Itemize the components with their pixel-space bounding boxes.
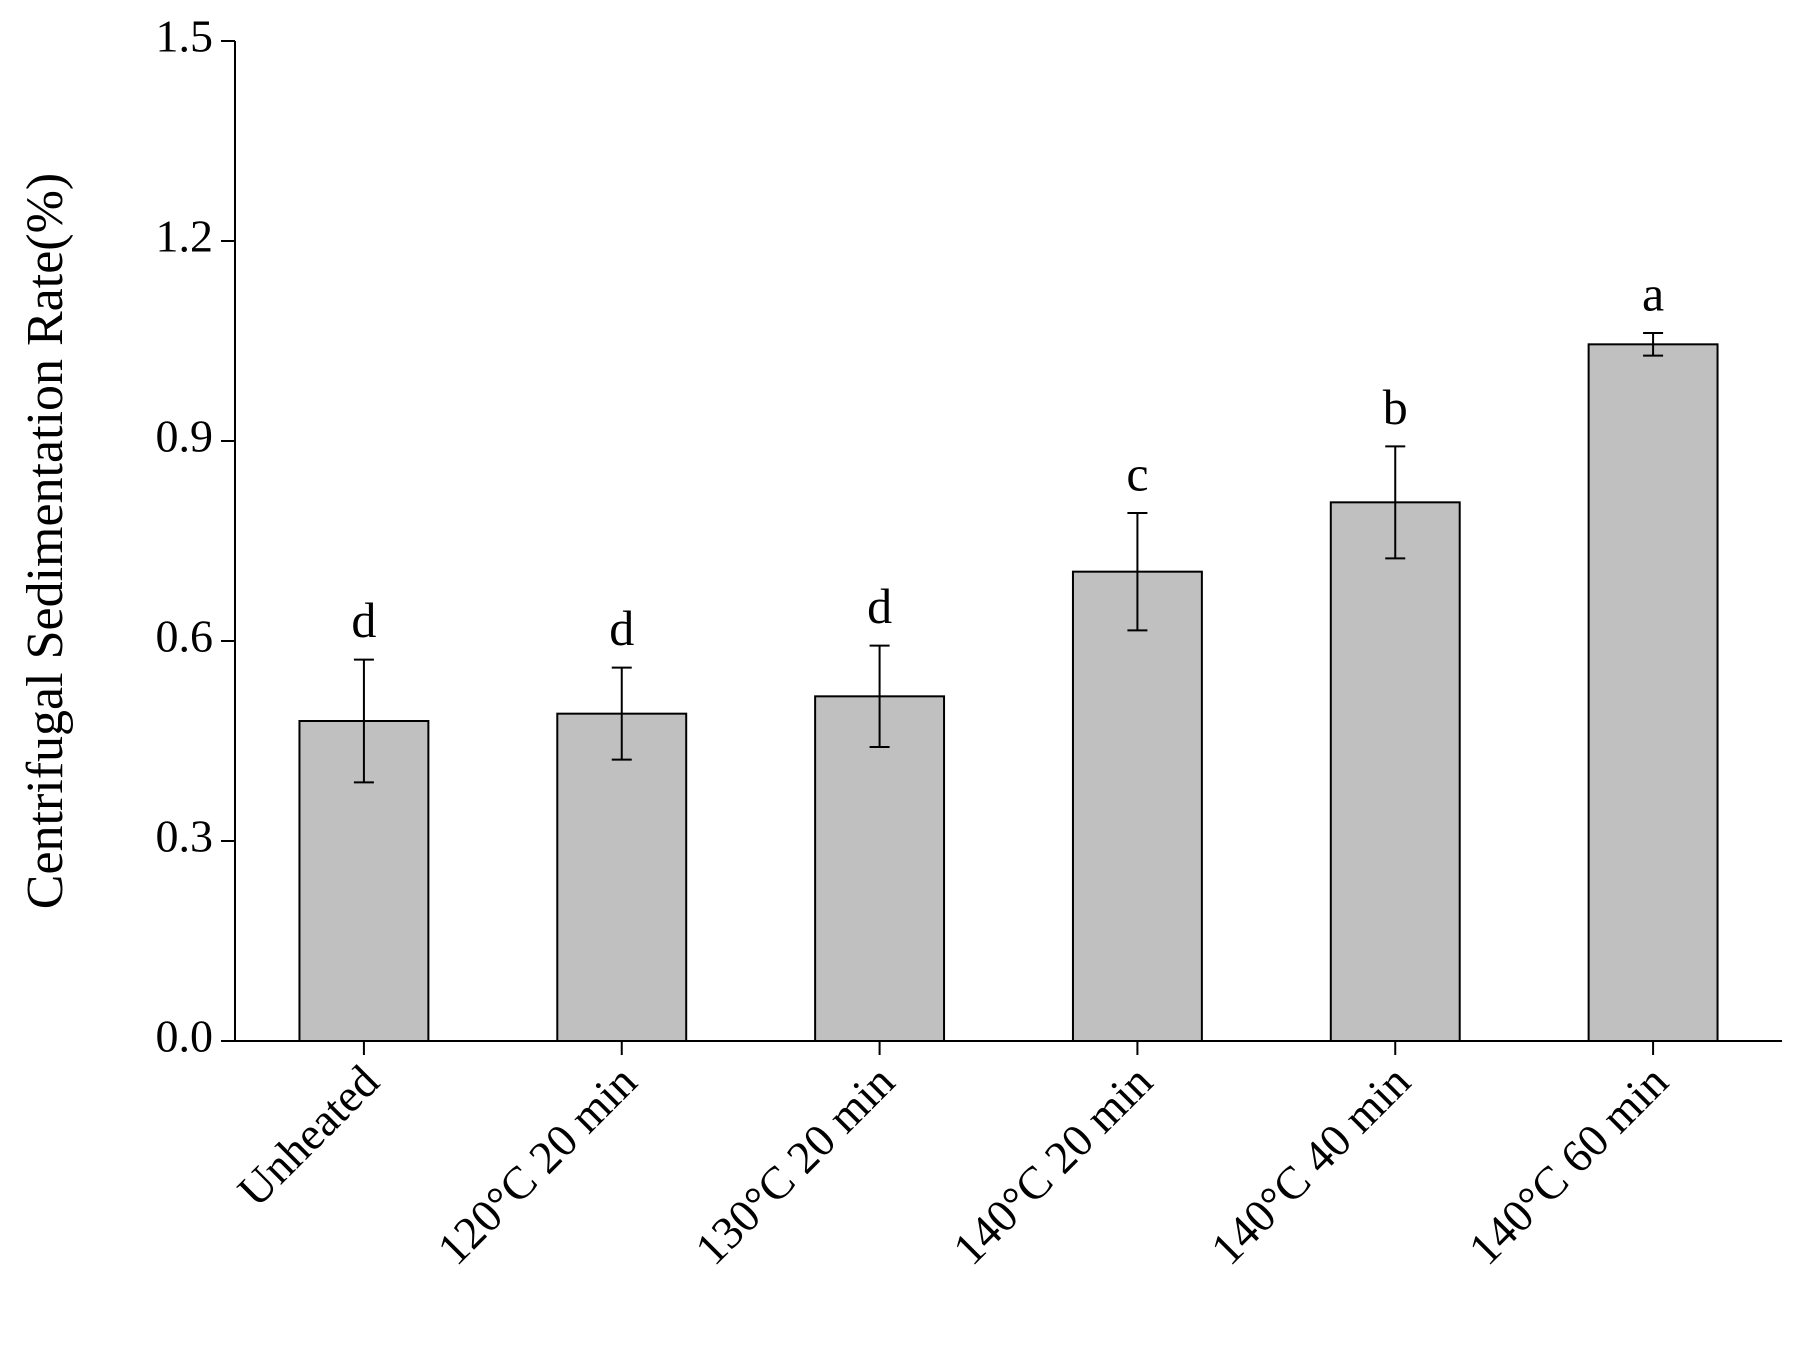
y-tick-label: 0.0 bbox=[156, 1011, 214, 1062]
significance-letter: a bbox=[1642, 265, 1664, 321]
bar bbox=[814, 695, 946, 1042]
bar bbox=[1329, 501, 1461, 1043]
significance-letter: d bbox=[867, 578, 892, 634]
y-tick-label: 1.5 bbox=[156, 11, 214, 62]
error-bar bbox=[353, 658, 374, 784]
significance-letter: b bbox=[1383, 379, 1408, 435]
y-axis-label: Centrifugal Sedimentation Rate(%) bbox=[17, 173, 74, 909]
y-tick-label: 0.9 bbox=[156, 411, 214, 462]
y-tick-label: 1.2 bbox=[156, 211, 214, 262]
bar bbox=[1587, 343, 1719, 1043]
error-bar bbox=[611, 666, 632, 761]
error-bar bbox=[1643, 332, 1664, 357]
y-tick-label: 0.6 bbox=[156, 611, 214, 662]
x-tick-label: 140°C 20 min bbox=[943, 1055, 1162, 1274]
x-tick-label: 130°C 20 min bbox=[685, 1055, 904, 1274]
significance-letter: d bbox=[609, 600, 634, 656]
significance-letter: d bbox=[351, 592, 376, 648]
x-tick-label: 140°C 40 min bbox=[1201, 1055, 1420, 1274]
bar bbox=[556, 712, 688, 1043]
x-tick-label: 140°C 60 min bbox=[1459, 1055, 1678, 1274]
error-bar bbox=[1385, 445, 1406, 560]
x-tick-label: 120°C 20 min bbox=[427, 1055, 646, 1274]
significance-letter: c bbox=[1126, 445, 1148, 501]
x-tick-label: Unheated bbox=[228, 1055, 389, 1216]
y-tick-label: 0.3 bbox=[156, 811, 214, 862]
error-bar bbox=[1127, 512, 1148, 632]
error-bar bbox=[869, 644, 890, 748]
bar bbox=[1071, 570, 1203, 1043]
